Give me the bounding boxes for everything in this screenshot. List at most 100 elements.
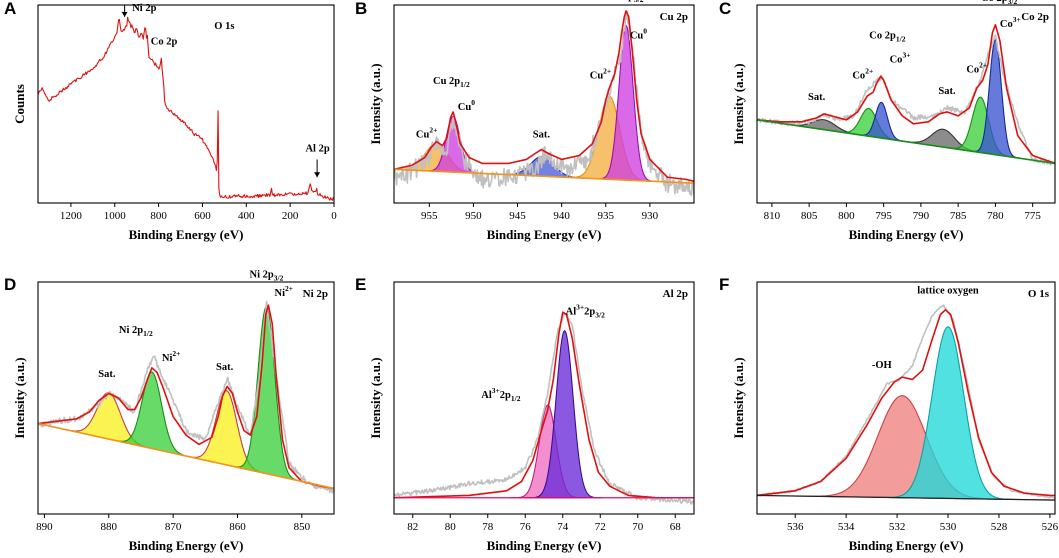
axes-frame	[37, 4, 335, 204]
x-tick-label: 870	[165, 521, 182, 533]
annotation-text: Co 2p	[981, 0, 1008, 4]
series-baseline	[757, 494, 1055, 501]
annotation-superscript: 2+	[865, 66, 873, 75]
axes-frame	[393, 4, 695, 204]
annotation-subscript: 3/2	[274, 273, 284, 282]
peak-annotation: Cu0	[458, 98, 475, 113]
x-tick-label: 1200	[60, 210, 83, 222]
annotation-mid: 2p	[500, 390, 511, 401]
series-envelope	[394, 311, 694, 499]
annotation-text: Al 2p	[305, 144, 329, 155]
x-tick-label: 530	[940, 521, 957, 533]
peak-annotation: Cu 2p1/2	[433, 76, 470, 89]
x-tick-label: 534	[838, 521, 855, 533]
annotation-text: Ni	[275, 288, 286, 299]
x-tick-label: 810	[764, 210, 781, 222]
panel-f: 536 534 532 530 528 526 Binding Energy (eV) Int…	[719, 275, 1059, 553]
series-envelope	[394, 10, 694, 183]
annotation-text: Cu 2p	[433, 76, 460, 87]
annotation-superscript: 3+	[902, 50, 910, 59]
annotation-subscript: 3/2	[1008, 0, 1018, 6]
x-tick-label: 526	[1042, 521, 1059, 533]
peak-annotation: Al3+2p1/2	[481, 386, 520, 403]
peak-annotation: Co3+	[890, 50, 911, 65]
x-tick-label: 780	[987, 210, 1004, 222]
x-tick-label: 775	[1024, 210, 1041, 222]
peak-annotation: Al 2p	[305, 144, 329, 155]
peak-annotation: -OH	[872, 360, 892, 371]
x-tick-label: 795	[875, 210, 892, 222]
annotation-text: Co	[966, 64, 979, 75]
annotation-text: Cu	[458, 102, 472, 113]
peak-annotation: Ni 2p3/2	[250, 269, 284, 282]
x-tick-label: 74	[557, 521, 569, 533]
x-tick-label: 78	[482, 521, 494, 533]
x-ticks: 810 805 800 795 790 785 780 775	[764, 203, 1041, 222]
peak-annotation: Co 2p3/2	[981, 0, 1017, 6]
annotation-text: Sat.	[98, 369, 116, 380]
series-raw-data	[757, 304, 1055, 500]
annotation-superscript: 0	[471, 98, 475, 107]
x-tick-label: 76	[520, 521, 532, 533]
peak-annotation: Sat.	[98, 369, 116, 380]
annotation-subscript: 3/2	[595, 310, 605, 319]
peak-annotation: Cu0	[630, 27, 647, 42]
series-baseline	[38, 422, 334, 490]
arrow-head	[314, 172, 321, 178]
annotation-text: Sat.	[808, 92, 826, 103]
panel-a: 1200 1000 800 600 400 200 0 Binding Energy (eV)…	[4, 0, 337, 242]
x-ticks: 1200 1000 800 600 400 200 0	[60, 203, 337, 222]
annotation-text: Sat.	[216, 362, 234, 373]
series-raw-data	[38, 300, 334, 494]
peak-annotation: Co 2p	[151, 37, 178, 48]
plot-area	[757, 304, 1055, 501]
series-envelope	[757, 24, 1055, 165]
annotation-text: -OH	[872, 360, 892, 371]
x-tick-label: 950	[465, 210, 482, 222]
annotation-text: Cu 2p	[607, 0, 634, 2]
x-tick-label: 940	[553, 210, 570, 222]
plot-area	[38, 16, 334, 201]
x-tick-label: 860	[229, 521, 246, 533]
x-tick-label: 1000	[104, 210, 127, 222]
annotation-subscript: 1/2	[460, 80, 470, 89]
x-tick-label: 945	[509, 210, 526, 222]
axes-frame	[756, 281, 1056, 515]
peak-annotation: Co 2p1/2	[869, 31, 905, 44]
annotation-text: Cu	[630, 31, 644, 42]
x-tick-label: 790	[913, 210, 930, 222]
annotation-superscript: 2+	[603, 66, 611, 75]
plot-area	[394, 311, 694, 505]
panel-e: 82 80 78 76 74 72 70 68 Binding Energy (eV) Inten…	[355, 275, 695, 553]
panel-letter: A	[4, 0, 16, 18]
peak-annotation: lattice oxygen	[917, 286, 979, 297]
peak-annotation: Co3+	[1000, 15, 1021, 30]
x-tick-label: 528	[991, 521, 1008, 533]
annotation-text: Ni 2p	[250, 269, 274, 280]
element-label: Co 2p	[1021, 11, 1049, 23]
annotation-text: Co	[852, 70, 865, 81]
x-tick-label: 600	[194, 210, 211, 222]
x-axis-label: Binding Energy (eV)	[849, 538, 964, 553]
annotation-superscript: 2+	[429, 126, 437, 135]
x-tick-label: 532	[889, 521, 906, 533]
arrow-head	[121, 11, 128, 17]
x-axis-label: Binding Energy (eV)	[129, 538, 244, 553]
y-axis-label: Intensity (a.u.)	[368, 63, 383, 144]
annotation-subscript: 1/2	[511, 394, 521, 403]
peak-annotation: Ni2+	[275, 284, 294, 299]
x-tick-label: 68	[670, 521, 682, 533]
peak-annotation: Sat.	[216, 362, 234, 373]
peak-annotation: Al3+2p3/2	[566, 302, 605, 319]
x-ticks: 890 880 870 860 850	[36, 514, 311, 533]
annotation-superscript: 3+	[576, 302, 584, 311]
peak-annotation: Ni 2p1/2	[119, 325, 153, 338]
annotation-text: Al	[481, 390, 492, 401]
annotation-text: Co	[890, 54, 903, 65]
series-baseline	[757, 119, 1055, 165]
annotation-text: Co 2p	[151, 37, 178, 48]
panel-c: 810 805 800 795 790 785 780 775 Binding Energy (…	[719, 0, 1056, 242]
peak-annotation: Cu2+	[416, 126, 437, 141]
y-axis-label: Counts	[12, 84, 27, 124]
peak-annotation: Sat.	[808, 92, 826, 103]
